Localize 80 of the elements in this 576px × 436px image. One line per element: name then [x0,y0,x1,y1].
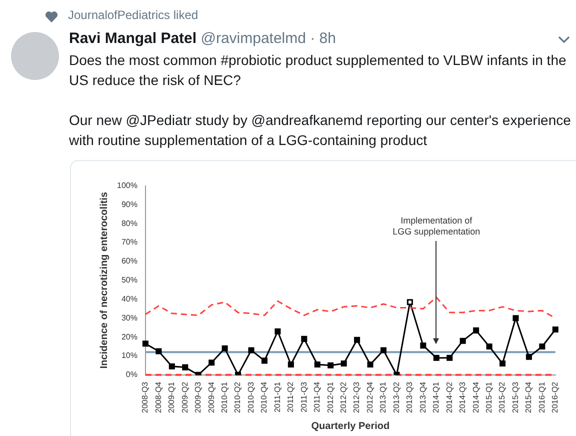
point [261,358,268,364]
ref-line-label: Implementation of LGG supplementation [392,216,480,237]
x-tick-label: 2008-Q4 [154,381,163,414]
x-tick-label: 2014-Q4 [471,381,480,414]
x-tick-label: 2016-Q1 [537,381,546,414]
x-tick-label: 2011-Q4 [312,381,322,412]
text: JournalofPediatrics liked [68,8,198,22]
point [380,347,387,354]
x-tick-label: 2010-Q3 [246,381,256,414]
x-tick-label: 2011-Q1 [272,381,282,412]
x-tick-label: 2015-Q1 [484,381,494,414]
x-tick-label: 2015-Q4 [524,381,534,414]
x-tick-label: 2016-Q2 [550,381,560,414]
y-tick-label: 90% [121,200,138,209]
y-tick-label: 30% [121,313,138,322]
x-axis-title: Quarterly Period [311,420,390,432]
x-tick-label: 2008-Q3 [140,381,150,414]
point [539,343,546,350]
point [142,340,148,347]
x-tick-label: 2010-Q4 [260,381,269,414]
point [328,362,334,368]
x-tick-label: 2013-Q2 [392,381,401,414]
point [248,347,254,354]
point [274,328,281,334]
x-tick-label: 2014-Q1 [432,381,441,414]
y-tick-label: 20% [121,332,138,342]
point [354,336,360,343]
point [473,327,480,334]
text: Our new @JPediatr study by @andreafkanemd reporting our center's experience with routine supplementation of a LGG-containing product [69,112,571,148]
point [208,360,215,366]
x-tick-label: 2011-Q2 [286,381,296,412]
point [446,354,453,361]
y-tick-label: 80% [121,218,138,228]
point [406,299,413,306]
text: Ravi Mangal Patel [69,30,197,47]
point [433,354,440,361]
text: @ravimpatelmd · 8h [200,30,336,47]
x-tick-label: 2009-Q4 [206,381,216,414]
point [301,336,308,342]
point [340,360,347,367]
x-tick-label: 2012-Q4 [365,381,374,414]
x-tick-label: 2009-Q3 [194,381,203,414]
x-tick-label: 2009-Q2 [180,381,190,414]
x-tick-label: 2014-Q3 [458,381,468,414]
point [288,361,294,368]
x-tick-label: 2012-Q3 [352,381,362,414]
point [420,342,426,349]
y-tick-label: 50% [121,276,138,285]
point [552,326,558,333]
x-tick-label: 2010-Q2 [233,381,242,414]
point [314,361,320,368]
text: Does the most common #probiotic product supplemented to VLBW infants in the US reduce the risk of NEC? [69,52,566,88]
point [156,348,162,354]
x-tick-label: 2009-Q1 [167,381,176,414]
x-tick-label: 2012-Q2 [339,381,348,414]
x-tick-label: 2011-Q3 [299,381,308,412]
y-axis-title: Incidence of necrotizing enterocolitis [98,192,110,369]
y-tick-label: 10% [121,351,138,360]
y-tick-label: 40% [121,294,138,304]
x-tick-label: 2010-Q1 [220,381,230,414]
x-tick-label: 2014-Q2 [444,381,454,414]
point [222,345,228,352]
y-tick-label: 100% [116,181,138,190]
point [460,338,466,344]
x-tick-label: 2015-Q3 [510,381,520,414]
point [499,360,506,367]
x-tick-label: 2013-Q4 [418,381,428,414]
x-tick-label: 2013-Q1 [378,381,388,414]
x-tick-label: 2012-Q1 [326,381,335,414]
point [367,361,374,368]
point [168,363,175,370]
point [182,364,188,370]
x-tick-label: 2013-Q3 [405,381,414,414]
point [526,354,532,360]
y-tick-label: 60% [121,256,138,266]
y-tick-label: 70% [121,238,138,247]
y-tick-label: 0% [126,370,138,380]
point [486,343,492,350]
point [512,315,519,322]
x-tick-label: 2015-Q2 [498,381,507,414]
